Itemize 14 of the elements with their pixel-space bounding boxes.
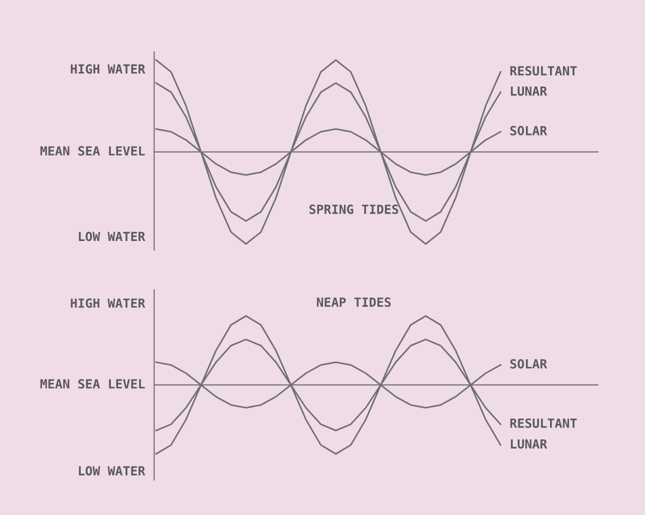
annotation: SPRING TIDES: [309, 204, 398, 214]
text: NEAP TIDES: [316, 297, 391, 307]
text: HIGH WATER: [70, 64, 146, 74]
text: MEAN SEA LEVEL: [40, 379, 145, 389]
series-label: LUNAR: [510, 439, 548, 449]
series-label: SOLAR: [510, 126, 548, 136]
text: HIGH WATER: [70, 298, 146, 308]
series-label: RESULTANT: [510, 418, 577, 428]
series-label: RESULTANT: [510, 66, 577, 76]
series-label: SOLAR: [510, 359, 548, 369]
text: LOW WATER: [78, 232, 146, 242]
text: MEAN SEA LEVEL: [40, 146, 145, 156]
text: LOW WATER: [78, 466, 146, 476]
series-label: LUNAR: [510, 86, 548, 96]
